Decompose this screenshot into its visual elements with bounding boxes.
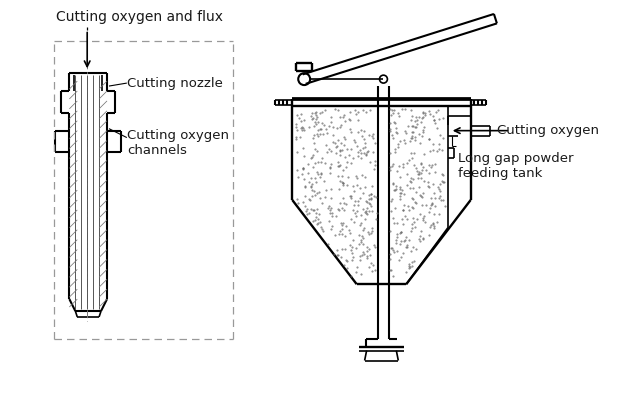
Text: Cutting oxygen and flux: Cutting oxygen and flux [56, 10, 224, 24]
Text: Long gap powder
feeding tank: Long gap powder feeding tank [458, 152, 573, 180]
Text: Cutting oxygen: Cutting oxygen [498, 124, 599, 137]
Text: Cutting oxygen
channels: Cutting oxygen channels [127, 128, 229, 156]
Text: Cutting nozzle: Cutting nozzle [127, 76, 222, 90]
